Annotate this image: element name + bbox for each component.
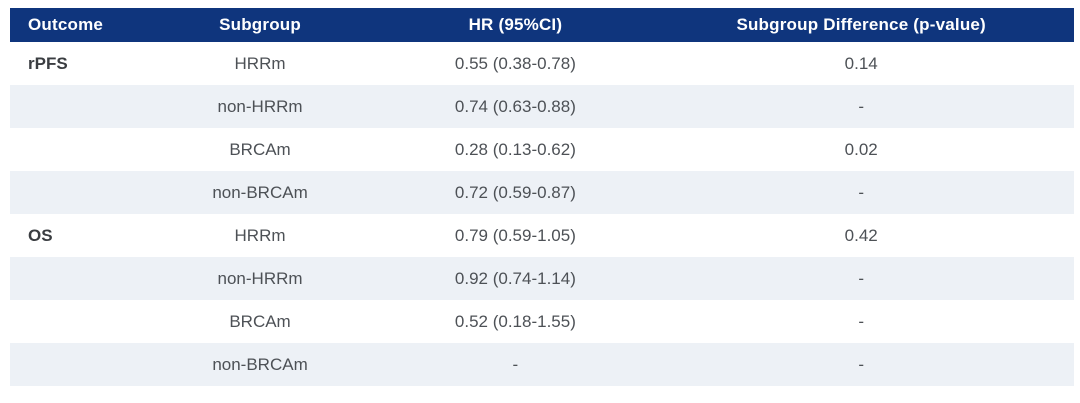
- cell-p-value: 0.02: [844, 139, 878, 159]
- header-row: Outcome Subgroup HR (95%CI) Subgroup Dif…: [10, 8, 1074, 42]
- table-header: Outcome Subgroup HR (95%CI) Subgroup Dif…: [10, 8, 1074, 42]
- cell-hr-95ci: 0.79 (0.59-1.05): [454, 225, 576, 245]
- cell-outcome: [10, 171, 138, 214]
- table-row: OS HRRm 0.79 (0.59-1.05) 0.42: [10, 214, 1074, 257]
- outcomes-table-container: Outcome Subgroup HR (95%CI) Subgroup Dif…: [10, 8, 1074, 386]
- table-row: non-BRCAm 0.72 (0.59-0.87) -: [10, 171, 1074, 214]
- cell-hr-95ci: 0.72 (0.59-0.87): [382, 171, 649, 214]
- table-row: non-BRCAm - -: [10, 343, 1074, 386]
- cell-outcome: [10, 257, 138, 300]
- cell-subgroup: non-BRCAm: [137, 171, 383, 214]
- cell-subgroup: HRRm: [234, 225, 286, 245]
- cell-p-value: -: [858, 311, 865, 331]
- cell-hr-95ci: 0.52 (0.18-1.55): [454, 311, 576, 331]
- cell-outcome: [10, 300, 138, 343]
- cell-p-value: -: [648, 257, 1074, 300]
- header-outcome: Outcome: [10, 8, 138, 42]
- cell-p-value: -: [648, 85, 1074, 128]
- cell-subgroup: HRRm: [234, 53, 286, 73]
- header-hr-95ci: HR (95%CI): [382, 8, 649, 42]
- table-row: non-HRRm 0.74 (0.63-0.88) -: [10, 85, 1074, 128]
- cell-p-value: -: [648, 171, 1074, 214]
- cell-hr-95ci: 0.74 (0.63-0.88): [382, 85, 649, 128]
- table-row: non-HRRm 0.92 (0.74-1.14) -: [10, 257, 1074, 300]
- header-subgroup-difference-p-value: Subgroup Difference (p-value): [648, 8, 1074, 42]
- table-row: rPFS HRRm 0.55 (0.38-0.78) 0.14: [10, 42, 1074, 85]
- cell-hr-95ci: 0.28 (0.13-0.62): [454, 139, 576, 159]
- cell-outcome: rPFS: [28, 53, 68, 73]
- cell-hr-95ci: 0.92 (0.74-1.14): [382, 257, 649, 300]
- cell-subgroup: BRCAm: [229, 139, 291, 159]
- table-row: BRCAm 0.28 (0.13-0.62) 0.02: [10, 128, 1074, 171]
- table-body: rPFS HRRm 0.55 (0.38-0.78) 0.14 non-HRRm 0.74…: [10, 42, 1074, 386]
- cell-subgroup: non-HRRm: [137, 85, 383, 128]
- cell-p-value: 0.42: [844, 225, 878, 245]
- outcomes-table: Outcome Subgroup HR (95%CI) Subgroup Dif…: [10, 8, 1074, 386]
- cell-hr-95ci: 0.55 (0.38-0.78): [454, 53, 576, 73]
- cell-outcome: OS: [28, 225, 53, 245]
- cell-outcome: [10, 343, 138, 386]
- header-subgroup: Subgroup: [137, 8, 383, 42]
- cell-subgroup: BRCAm: [229, 311, 291, 331]
- cell-p-value: -: [648, 343, 1074, 386]
- cell-outcome: [10, 85, 138, 128]
- cell-subgroup: non-HRRm: [137, 257, 383, 300]
- cell-p-value: 0.14: [844, 53, 878, 73]
- cell-subgroup: non-BRCAm: [137, 343, 383, 386]
- cell-outcome: [10, 128, 138, 171]
- table-row: BRCAm 0.52 (0.18-1.55) -: [10, 300, 1074, 343]
- cell-hr-95ci: -: [382, 343, 649, 386]
